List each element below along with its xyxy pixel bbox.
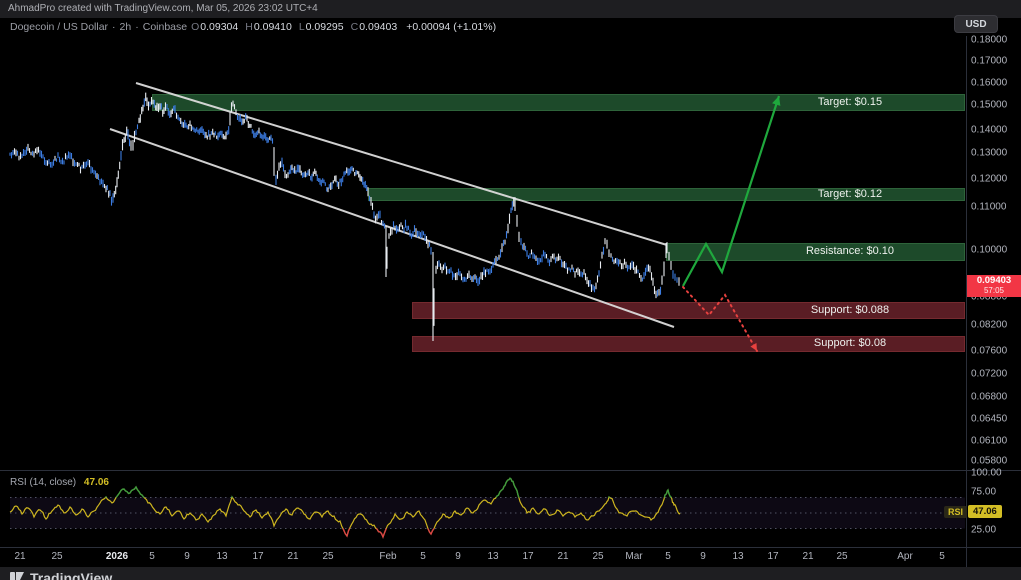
rsi-line — [9, 477, 681, 539]
rsi-scale-value-badge: 47.06 — [968, 505, 1002, 518]
symbol-info-bar: Dogecoin / US Dollar · 2h · Coinbase O 0… — [0, 18, 1021, 36]
price-scale-separator — [966, 36, 967, 567]
low-prefix: L — [298, 21, 305, 33]
price-tick-label: 0.06100 — [971, 435, 1008, 447]
time-tick-label: 5 — [939, 551, 945, 562]
time-tick-label: 9 — [455, 551, 461, 562]
rsi-name[interactable]: RSI — [10, 477, 27, 488]
time-tick-label: Feb — [379, 551, 397, 562]
level-zone-label: Support: $0.08 — [813, 337, 887, 349]
last-price-label: 0.09403 57:05 — [967, 275, 1021, 297]
time-tick-label: 2026 — [105, 551, 129, 562]
close-value: 0.09403 — [359, 21, 398, 33]
time-tick-label: 5 — [665, 551, 671, 562]
rsi-line-oversold — [342, 528, 435, 539]
price-tick-label: 0.07200 — [971, 368, 1008, 380]
close-prefix: C — [350, 21, 359, 33]
price-tick-label: 0.18000 — [971, 34, 1008, 46]
rsi-line-overbought — [104, 477, 673, 498]
time-tick-label: 25 — [322, 551, 334, 562]
time-tick-label: 17 — [252, 551, 264, 562]
credit-bar: AhmadPro created with TradingView.com, M… — [0, 0, 1021, 18]
price-tick-label: 0.10000 — [971, 244, 1008, 256]
time-tick-label: 13 — [216, 551, 228, 562]
channel-lower[interactable] — [109, 128, 675, 328]
symbol-name[interactable]: Dogecoin / US Dollar — [10, 21, 109, 33]
bar-countdown: 57:05 — [983, 286, 1005, 295]
time-tick-label: 17 — [522, 551, 534, 562]
time-tick-label: 25 — [51, 551, 63, 562]
price-tick-label: 0.08800 — [971, 291, 1008, 303]
time-tick-label: 21 — [557, 551, 569, 562]
separator-dot: · — [112, 21, 116, 33]
rsi-tick-label: 100.00 — [971, 467, 1002, 479]
price-tick-label: 0.13000 — [971, 147, 1008, 159]
exchange-label[interactable]: Coinbase — [142, 21, 188, 33]
time-tick-label: Mar — [625, 551, 643, 562]
time-tick-label: 17 — [767, 551, 779, 562]
time-tick-label: 21 — [14, 551, 26, 562]
last-price-value: 0.09403 — [976, 275, 1012, 286]
level-zone-label: Support: $0.088 — [810, 303, 890, 316]
time-axis-separator — [0, 547, 1021, 548]
rsi-params: (14, close) — [29, 477, 77, 488]
open-value: 0.09304 — [200, 21, 239, 33]
price-tick-label: 0.11000 — [971, 201, 1007, 213]
low-value: 0.09295 — [305, 21, 344, 33]
pane-separator[interactable] — [0, 470, 1021, 471]
time-tick-label: 9 — [184, 551, 190, 562]
open-prefix: O — [191, 21, 200, 33]
rsi-scale-name-badge: RSI — [944, 506, 968, 518]
time-tick-label: 21 — [287, 551, 299, 562]
time-tick-label: Apr — [897, 551, 913, 562]
rsi-value: 47.06 — [83, 477, 109, 488]
price-tick-label: 0.07600 — [971, 345, 1008, 357]
time-tick-label: 13 — [487, 551, 499, 562]
price-tick-label: 0.06450 — [971, 413, 1008, 425]
currency-toggle-button[interactable]: USD — [954, 15, 998, 33]
price-tick-label: 0.08200 — [971, 319, 1008, 331]
level-zone-label: Target: $0.15 — [817, 95, 883, 108]
price-tick-label: 0.16000 — [971, 77, 1008, 89]
price-tick-label: 0.06800 — [971, 391, 1008, 403]
high-prefix: H — [245, 21, 253, 33]
price-tick-label: 0.14000 — [971, 124, 1008, 136]
high-value: 0.09410 — [253, 21, 292, 33]
price-tick-label: 0.15000 — [971, 99, 1008, 111]
time-tick-label: 21 — [802, 551, 814, 562]
rsi-tick-label: 25.00 — [971, 524, 997, 536]
watermark-text: TradingView — [30, 570, 113, 580]
rsi-band — [10, 497, 965, 529]
separator-dot: · — [135, 21, 139, 33]
time-tick-label: 25 — [592, 551, 604, 562]
level-zone-label: Target: $0.12 — [817, 187, 883, 200]
time-tick-label: 25 — [836, 551, 848, 562]
tradingview-watermark[interactable]: TradingView — [10, 570, 112, 580]
time-tick-label: 5 — [420, 551, 426, 562]
price-tick-label: 0.05800 — [971, 455, 1008, 467]
interval-label[interactable]: 2h — [119, 21, 132, 33]
price-tick-label: 0.17000 — [971, 55, 1008, 67]
time-tick-label: 9 — [700, 551, 706, 562]
price-tick-label: 0.12000 — [971, 173, 1008, 185]
change-value: +0.00094 (+1.01%) — [406, 21, 497, 33]
rsi-tick-label: 75.00 — [971, 486, 997, 498]
time-tick-label: 13 — [732, 551, 744, 562]
credit-text: AhmadPro created with TradingView.com, M… — [8, 3, 318, 14]
tradingview-logo-icon — [10, 572, 24, 580]
bottom-strip: TradingView — [0, 567, 1021, 580]
time-tick-label: 5 — [149, 551, 155, 562]
rsi-indicator-legend[interactable]: RSI (14, close) 47.06 — [10, 477, 109, 488]
level-zone-label: Resistance: $0.10 — [805, 245, 895, 257]
